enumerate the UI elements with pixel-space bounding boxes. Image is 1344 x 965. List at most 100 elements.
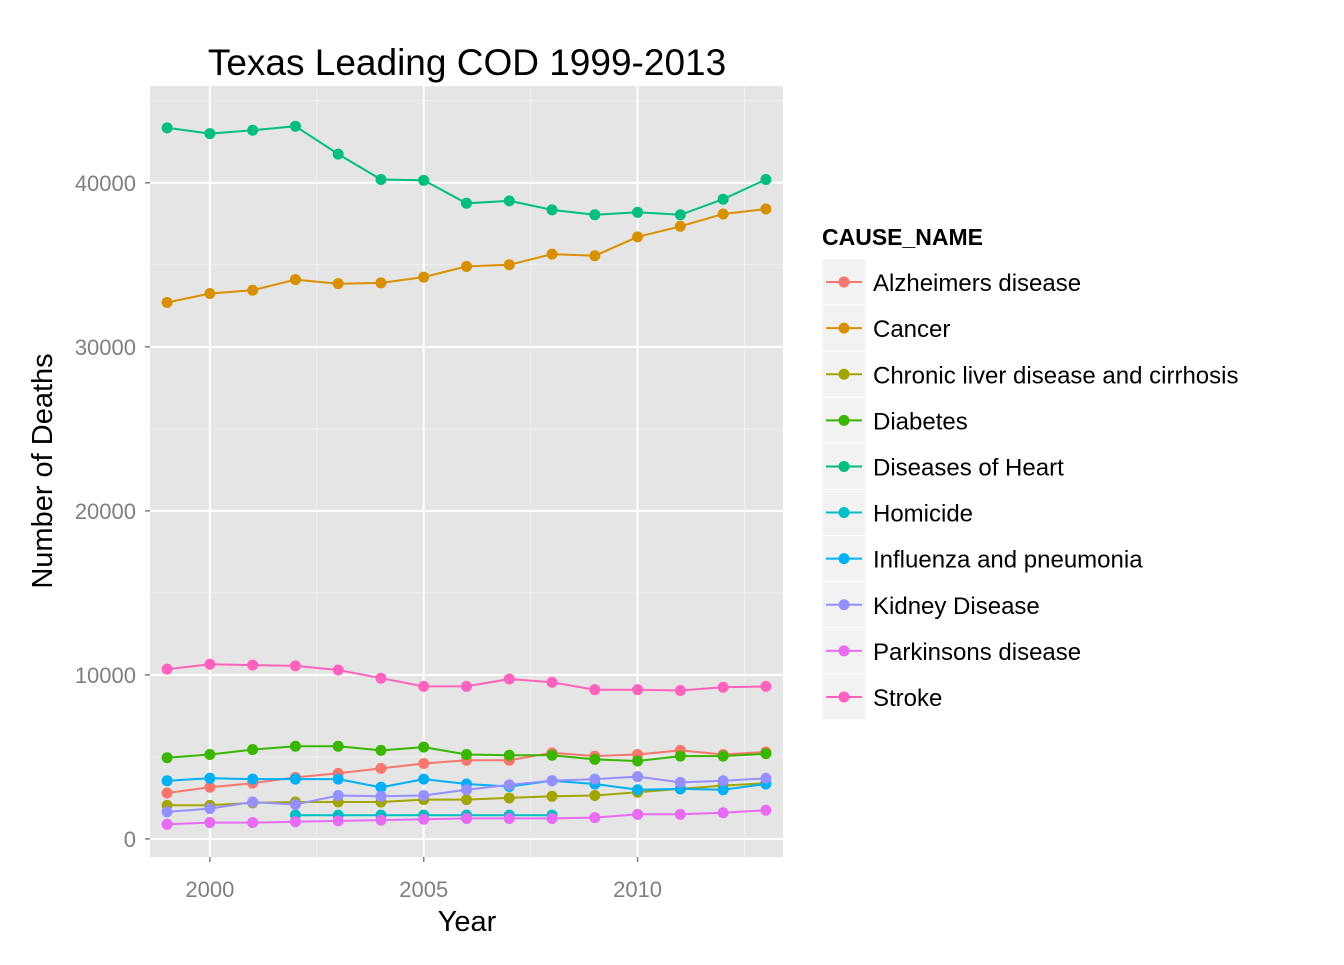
- data-point-stroke: [632, 684, 644, 696]
- data-point-chronic-liver-disease-and-cirrhosis: [589, 789, 601, 801]
- data-point-stroke: [546, 676, 558, 688]
- legend-label: Diabetes: [873, 408, 968, 435]
- data-point-diabetes: [418, 741, 430, 753]
- data-point-parkinsons-disease: [760, 804, 772, 816]
- data-point-diseases-of-heart: [204, 128, 216, 140]
- legend-label: Diseases of Heart: [873, 454, 1064, 481]
- legend-title: CAUSE_NAME: [822, 224, 983, 250]
- data-point-kidney-disease: [289, 799, 301, 811]
- data-point-diabetes: [161, 752, 173, 764]
- data-point-diseases-of-heart: [247, 124, 259, 136]
- legend-label: Cancer: [873, 316, 950, 343]
- data-point-diabetes: [375, 744, 387, 756]
- data-point-cancer: [760, 203, 772, 215]
- data-point-chronic-liver-disease-and-cirrhosis: [546, 790, 558, 802]
- data-point-diseases-of-heart: [332, 148, 344, 160]
- legend-key-point: [838, 368, 850, 380]
- data-point-diabetes: [461, 748, 472, 760]
- legend-label: Homicide: [873, 501, 973, 528]
- data-point-influenza-and-pneumonia: [247, 773, 259, 785]
- data-point-diseases-of-heart: [161, 122, 173, 134]
- legend-key-point: [838, 599, 850, 611]
- data-point-kidney-disease: [332, 789, 344, 801]
- series-parkinsons-disease: [161, 804, 772, 830]
- data-point-diabetes: [289, 740, 301, 752]
- y-tick-label: 10000: [75, 663, 136, 688]
- data-point-parkinsons-disease: [717, 807, 729, 819]
- data-point-cancer: [632, 231, 644, 243]
- data-point-diabetes: [503, 749, 515, 761]
- legend: CAUSE_NAME Alzheimers disease Cancer Chron…: [821, 224, 1238, 721]
- data-point-chronic-liver-disease-and-cirrhosis: [461, 794, 472, 806]
- data-point-parkinsons-disease: [204, 817, 216, 829]
- data-point-parkinsons-disease: [161, 818, 173, 830]
- data-point-influenza-and-pneumonia: [204, 772, 216, 784]
- legend-label: Kidney Disease: [873, 593, 1040, 620]
- x-tick-label: 2000: [185, 877, 234, 902]
- data-point-alzheimers-disease: [161, 787, 173, 799]
- legend-key-point: [838, 645, 850, 657]
- legend-label: Stroke: [873, 685, 942, 712]
- data-point-kidney-disease: [674, 776, 686, 788]
- data-point-diabetes: [589, 753, 601, 765]
- data-point-kidney-disease: [503, 779, 515, 791]
- data-point-stroke: [760, 680, 772, 692]
- data-point-stroke: [461, 680, 472, 692]
- x-tick-label: 2010: [613, 877, 662, 902]
- data-point-kidney-disease: [204, 803, 216, 815]
- data-point-stroke: [204, 658, 216, 670]
- legend-item-homicide: Homicide: [821, 489, 973, 537]
- legend-key-point: [838, 507, 850, 519]
- data-point-kidney-disease: [546, 775, 558, 787]
- y-axis: 0 10000 20000 30000 40000: [75, 171, 150, 852]
- data-point-diseases-of-heart: [760, 174, 772, 186]
- data-point-diseases-of-heart: [589, 209, 601, 221]
- data-point-diseases-of-heart: [461, 197, 472, 209]
- data-point-parkinsons-disease: [632, 808, 644, 820]
- legend-label: Parkinsons disease: [873, 639, 1081, 666]
- legend-key-point: [838, 322, 850, 334]
- data-point-influenza-and-pneumonia: [332, 773, 344, 785]
- x-axis: 2000 2005 2010: [185, 857, 662, 902]
- data-point-alzheimers-disease: [375, 762, 387, 774]
- legend-items: Alzheimers disease Cancer Chronic liver di…: [821, 258, 1238, 721]
- series-stroke: [161, 658, 772, 696]
- data-point-parkinsons-disease: [503, 812, 515, 824]
- data-point-stroke: [332, 664, 344, 676]
- data-point-diabetes: [247, 744, 259, 756]
- series-cancer: [161, 203, 772, 309]
- legend-item-alzheimers-disease: Alzheimers disease: [821, 258, 1081, 306]
- data-point-influenza-and-pneumonia: [418, 773, 430, 785]
- data-point-influenza-and-pneumonia: [632, 784, 644, 796]
- data-point-diabetes: [760, 748, 772, 760]
- series-diseases-of-heart: [161, 120, 772, 221]
- legend-item-chronic-liver-disease-and-cirrhosis: Chronic liver disease and cirrhosis: [821, 350, 1238, 398]
- data-point-cancer: [674, 220, 686, 232]
- data-point-parkinsons-disease: [589, 812, 601, 824]
- legend-item-parkinsons-disease: Parkinsons disease: [821, 627, 1081, 675]
- x-axis-title: Year: [438, 906, 497, 938]
- data-point-kidney-disease: [589, 773, 601, 785]
- series-kidney-disease: [161, 771, 772, 818]
- data-point-stroke: [589, 684, 601, 696]
- legend-key-point: [838, 553, 850, 565]
- data-point-influenza-and-pneumonia: [375, 781, 387, 793]
- legend-label: Chronic liver disease and cirrhosis: [873, 362, 1238, 389]
- legend-key-point: [838, 691, 850, 703]
- data-point-kidney-disease: [632, 771, 644, 783]
- data-point-kidney-disease: [247, 796, 259, 808]
- data-point-stroke: [289, 660, 301, 672]
- data-point-kidney-disease: [717, 775, 729, 787]
- series-diabetes: [161, 740, 772, 767]
- data-point-diabetes: [204, 748, 216, 760]
- data-point-cancer: [375, 277, 387, 289]
- legend-label: Alzheimers disease: [873, 270, 1081, 297]
- legend-key-point: [838, 276, 850, 288]
- legend-item-influenza-and-pneumonia: Influenza and pneumonia: [821, 535, 1143, 583]
- data-point-cancer: [717, 208, 729, 220]
- legend-item-kidney-disease: Kidney Disease: [821, 581, 1040, 629]
- data-point-parkinsons-disease: [674, 808, 686, 820]
- data-point-cancer: [546, 248, 558, 260]
- data-point-diseases-of-heart: [717, 193, 729, 205]
